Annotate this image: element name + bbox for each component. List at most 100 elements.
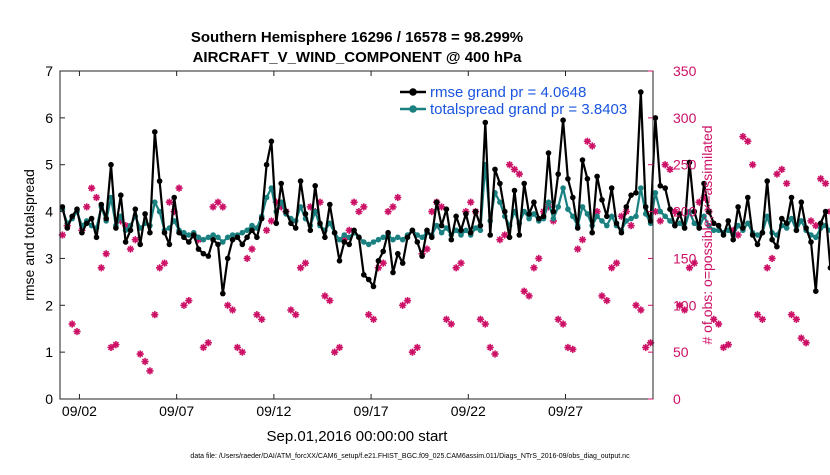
obs-count-marker (578, 236, 587, 244)
obs-marker-stroke (132, 236, 139, 243)
y-right-tick-label: 100 (673, 297, 697, 313)
obs-marker-stroke (671, 208, 678, 215)
obs-marker-stroke (292, 311, 299, 318)
totalspread-point (686, 208, 693, 215)
rmse-point (98, 201, 105, 208)
rmse-point (448, 236, 455, 243)
totalspread-point (662, 213, 668, 220)
obs-marker-stroke (686, 264, 693, 271)
totalspread-point (550, 215, 557, 222)
obs-count-marker (574, 245, 582, 253)
rmse-point (803, 225, 809, 231)
obs-count-marker (588, 142, 596, 150)
obs-count-marker (637, 306, 645, 314)
obs-count-marker (520, 287, 528, 295)
obs-count-marker (131, 236, 139, 244)
obs-marker-stroke (807, 217, 815, 225)
obs-marker-stroke (127, 245, 134, 253)
rmse-point (331, 229, 338, 236)
totalspread-point (453, 227, 459, 234)
rmse-point (205, 253, 212, 259)
y-right-tick-label: 250 (673, 157, 697, 173)
rmse-point (122, 239, 129, 245)
obs-count-marker (476, 315, 485, 323)
obs-count-marker (763, 264, 771, 272)
obs-marker-stroke (414, 344, 421, 351)
obs-count-marker (632, 301, 640, 309)
rmse-point (604, 213, 610, 220)
rmse-point (176, 229, 182, 236)
rmse-point (467, 229, 474, 236)
obs-marker-stroke (336, 344, 343, 351)
legend: rmse grand pr = 4.0648 totalspread grand… (400, 84, 627, 118)
totalspread-point (657, 208, 664, 215)
rmse-point (438, 222, 445, 229)
obs-marker-stroke (161, 260, 168, 267)
obs-marker-stroke (326, 297, 333, 304)
obs-marker-stroke (530, 264, 537, 271)
obs-count-marker (112, 341, 120, 349)
obs-count-marker (175, 184, 183, 192)
legend-rmse-label: rmse grand pr = 4.0648 (430, 84, 586, 101)
obs-marker-stroke (491, 350, 499, 358)
obs-count-marker (180, 301, 188, 309)
totalspread-point (531, 211, 537, 217)
obs-marker-stroke (496, 236, 503, 243)
rmse-point (375, 258, 382, 264)
totalspread-point (701, 213, 707, 220)
obs-marker-stroke (579, 236, 586, 243)
obs-marker-stroke (438, 203, 445, 210)
y-left-tick-label: 4 (45, 204, 53, 220)
rmse-point (516, 232, 523, 238)
obs-count-marker (428, 207, 436, 216)
rmse-point (88, 215, 95, 222)
rmse-point (497, 180, 503, 187)
obs-marker-stroke (380, 260, 387, 267)
obs-marker-stroke (788, 311, 795, 318)
obs-marker-stroke (83, 203, 90, 210)
obs-marker-stroke (297, 264, 304, 271)
obs-marker-stroke (205, 339, 212, 346)
totalspread-point (691, 220, 698, 227)
rmse-point (385, 229, 391, 236)
rmse-point (754, 241, 761, 248)
obs-count-marker (739, 133, 747, 141)
obs-count-marker (102, 250, 110, 258)
rmse-point (317, 220, 323, 227)
rmse-point (652, 115, 659, 121)
totalspread-point (599, 218, 605, 224)
obs-marker-stroke (506, 161, 513, 168)
rmse-point (730, 236, 736, 243)
obs-marker-stroke (302, 260, 309, 267)
rmse-point (356, 234, 362, 241)
totalspread-point (297, 204, 304, 210)
obs-marker-stroke (443, 316, 450, 323)
obs-marker-stroke (287, 306, 294, 314)
rmse-point (195, 246, 202, 252)
rmse-point (429, 234, 435, 241)
totalspread-point (584, 211, 591, 217)
rmse-point (463, 211, 469, 217)
obs-marker-stroke (59, 231, 66, 239)
totalspread-point (419, 234, 425, 241)
obs-marker-stroke (725, 341, 732, 348)
obs-count-marker (321, 292, 329, 300)
totalspread-point (764, 213, 770, 220)
obs-count-marker (676, 301, 684, 309)
rmse-point (740, 225, 746, 231)
rmse-point (312, 183, 319, 189)
rmse-point (599, 197, 605, 203)
y-right-tick-label: 150 (673, 250, 697, 266)
totalspread-point (783, 225, 790, 231)
obs-count-marker (554, 315, 562, 323)
rmse-point (676, 211, 683, 217)
rmse-point (521, 180, 527, 187)
totalspread-point (594, 213, 600, 220)
rmse-point (327, 201, 333, 208)
obs-marker-stroke (185, 297, 192, 304)
obs-marker-stroke (632, 302, 640, 309)
obs-count-marker (515, 170, 523, 178)
totalspread-point (263, 194, 270, 201)
rmse-point (511, 187, 518, 194)
